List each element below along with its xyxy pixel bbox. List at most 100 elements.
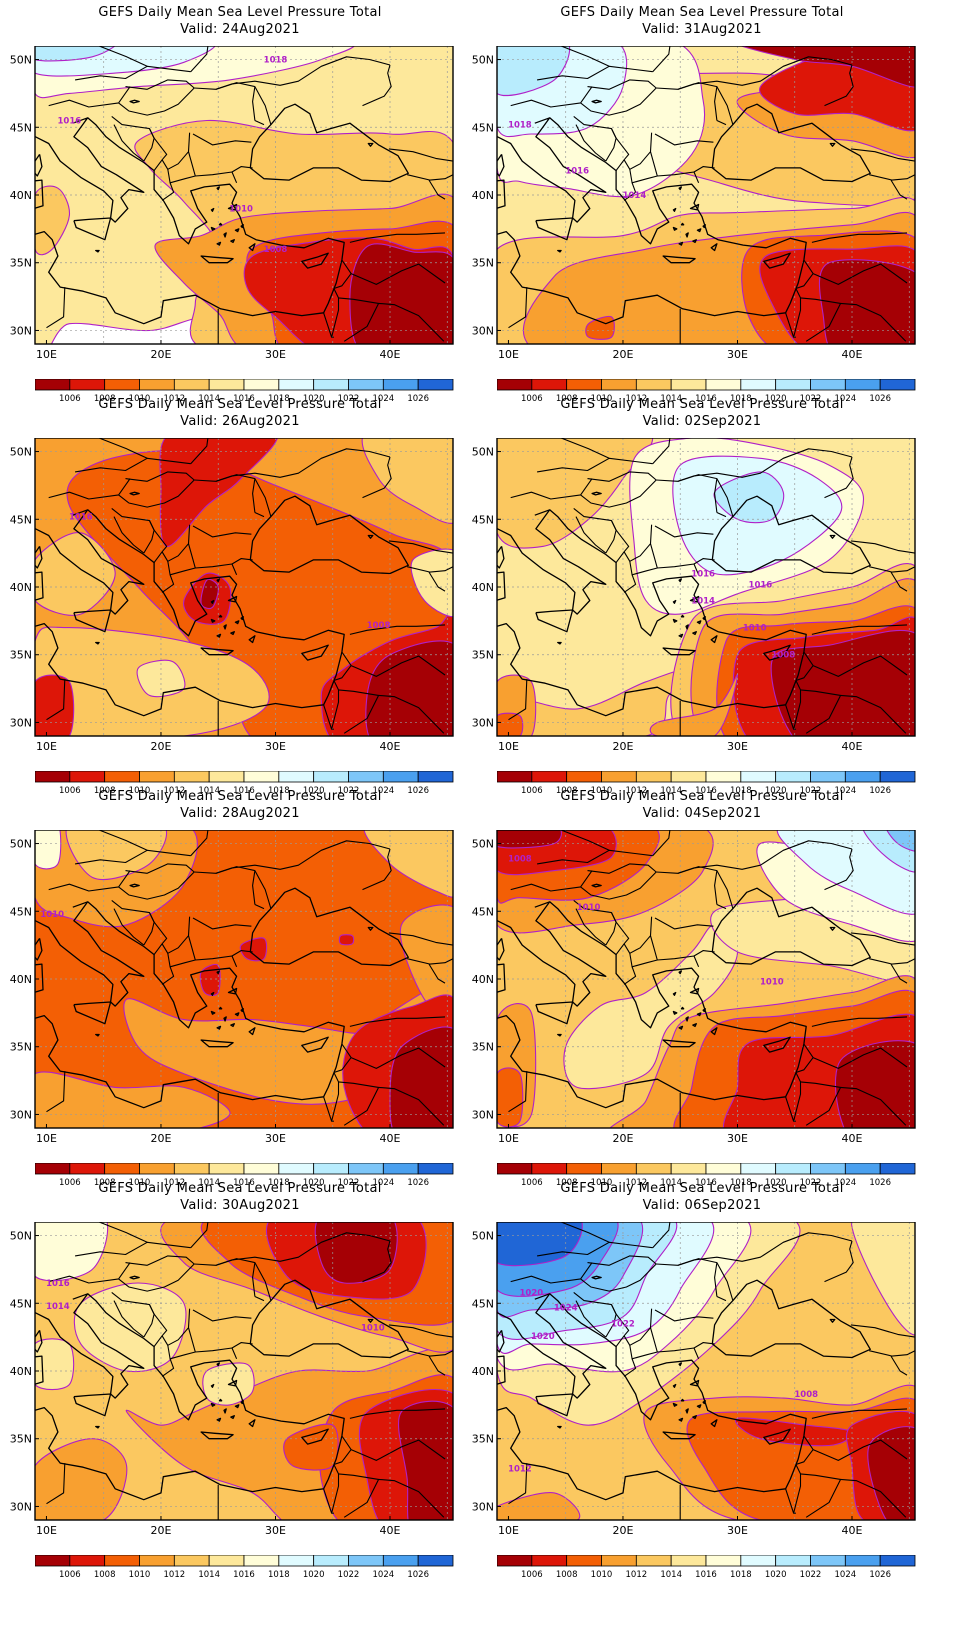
pressure-map: 1010 10E 20E 30E 40E 50N 45N 40N 35N 30N (10, 830, 454, 1145)
colorbar-label: 1020 (303, 394, 325, 404)
y-tick-label: 35N (472, 1041, 494, 1054)
pressure-map: 1016 1014 1010 10E 20E 30E 40E 50N 45N 40N 35N 30N (10, 1222, 454, 1537)
colorbar-swatch (208, 1555, 245, 1567)
y-tick-label: 35N (10, 1041, 32, 1054)
x-tick-label: 40E (842, 348, 863, 361)
pressure-region (361, 438, 453, 524)
y-tick-label: 30N (10, 324, 32, 337)
colorbar-swatch (139, 379, 175, 391)
colorbar-swatch (104, 771, 140, 783)
x-tick-label: 10E (498, 740, 519, 753)
colorbar-label: 1018 (730, 394, 752, 404)
colorbar-label: 1012 (164, 786, 186, 796)
colorbar-label: 1022 (800, 1178, 822, 1188)
x-tick-label: 40E (842, 1524, 863, 1537)
contour-label: 1010 (577, 903, 601, 913)
panel-title: GEFS Daily Mean Sea Level Pressure Total… (462, 1180, 942, 1214)
y-tick-label: 35N (10, 257, 32, 270)
contour-label: 1008 (367, 621, 391, 631)
colorbar-label: 1026 (869, 1570, 891, 1580)
colorbar-label: 1016 (233, 786, 255, 796)
pressure-region (399, 904, 453, 1020)
panel-title-text: GEFS Daily Mean Sea Level Pressure Total (98, 397, 382, 412)
panel-title: GEFS Daily Mean Sea Level Pressure Total… (0, 1180, 480, 1214)
panel-valid-date: Valid: 31Aug2021 (642, 22, 762, 37)
colorbar-swatch (139, 771, 175, 783)
panel-valid-date: Valid: 02Sep2021 (642, 414, 762, 429)
panel-title: GEFS Daily Mean Sea Level Pressure Total… (0, 788, 480, 822)
pressure-region (739, 46, 915, 88)
colorbar-swatch (497, 379, 533, 391)
pressure-region (35, 830, 62, 870)
colorbar-swatch (670, 379, 707, 391)
colorbar-label: 1006 (521, 1570, 543, 1580)
colorbar-label: 1016 (233, 394, 255, 404)
colorbar-label: 1006 (521, 786, 543, 796)
colorbar-swatch (69, 1555, 106, 1567)
contour-label: 1016 (58, 117, 82, 127)
colorbar-swatch (243, 1163, 280, 1175)
colorbar-swatch (601, 1163, 637, 1175)
colorbar-label: 1010 (591, 1570, 613, 1580)
pressure-map: 1020 1024 1022 1020 1008 1012 10E 20E 30E 40E 50N 4… (472, 1222, 916, 1537)
y-tick-label: 50N (472, 1230, 494, 1243)
country-borders (46, 438, 453, 736)
colorbar-swatch (740, 1163, 777, 1175)
colorbar-label: 1024 (835, 1570, 857, 1580)
x-tick-label: 10E (36, 348, 57, 361)
pressure-region (397, 1400, 453, 1520)
colorbar-swatch (810, 1555, 846, 1567)
colorbar-label: 1026 (869, 394, 891, 404)
pressure-map: 1016 1008 10E 20E 30E 40E 50N 45N 40N 35N 30N (10, 438, 454, 753)
contour-label: 1024 (554, 1303, 578, 1313)
colorbar-label: 1014 (198, 786, 220, 796)
pressure-field: 1016 1016 1014 1010 1008 (497, 438, 915, 736)
pressure-field: 1008 1010 1010 (497, 830, 915, 1128)
colorbar-swatch (810, 771, 846, 783)
pressure-region (199, 963, 221, 997)
pressure-map-panel: GEFS Daily Mean Sea Level Pressure Total… (462, 784, 942, 1194)
panel-valid-date: Valid: 06Sep2021 (642, 1198, 762, 1213)
colorbar-label: 1022 (800, 1570, 822, 1580)
colorbar-label: 1020 (765, 1570, 787, 1580)
colorbar-swatch (531, 771, 568, 783)
colorbar-label: 1022 (338, 1570, 360, 1580)
x-tick-label: 10E (36, 740, 57, 753)
x-tick-label: 10E (498, 1524, 519, 1537)
panel-title-text: GEFS Daily Mean Sea Level Pressure Total (98, 1181, 382, 1196)
pressure-map: 1008 1010 1010 10E 20E 30E 40E 50N 45N 40N 35N 30N (472, 830, 916, 1145)
colorbar-swatch (879, 379, 916, 391)
x-tick-label: 30E (265, 740, 286, 753)
colorbar-swatch (844, 1163, 881, 1175)
colorbar-label: 1008 (556, 1178, 578, 1188)
pressure-region (338, 934, 355, 946)
colorbar-swatch (208, 379, 245, 391)
pressure-region (35, 1338, 75, 1391)
colorbar-swatch (243, 1555, 280, 1567)
pressure-map-panel: GEFS Daily Mean Sea Level Pressure Total… (0, 0, 480, 410)
country-borders (46, 46, 453, 344)
colorbar-label: 1010 (591, 1178, 613, 1188)
colorbar-swatch (313, 1555, 349, 1567)
colorbar-label: 1026 (869, 786, 891, 796)
contour-label: 1016 (69, 513, 93, 523)
contour-label: 1010 (229, 205, 253, 215)
colorbar-label: 1010 (129, 786, 151, 796)
contour-label: 1020 (531, 1332, 555, 1342)
coastlines (35, 1275, 409, 1501)
pressure-region (713, 471, 785, 524)
pressure-map-panel: GEFS Daily Mean Sea Level Pressure Total… (462, 392, 942, 802)
colorbar-label: 1026 (407, 786, 429, 796)
colorbar-swatch (844, 771, 881, 783)
contour-label: 1008 (508, 854, 532, 864)
colorbar-swatch (497, 771, 533, 783)
colorbar-label: 1014 (660, 394, 682, 404)
y-tick-label: 50N (10, 838, 32, 851)
pressure-region (497, 712, 524, 736)
pressure-region (886, 830, 915, 852)
colorbar-label: 1020 (303, 786, 325, 796)
contour-label: 1014 (623, 191, 647, 201)
x-tick-label: 20E (150, 1132, 171, 1145)
x-tick-label: 30E (727, 348, 748, 361)
contour-label: 1014 (46, 1302, 70, 1312)
